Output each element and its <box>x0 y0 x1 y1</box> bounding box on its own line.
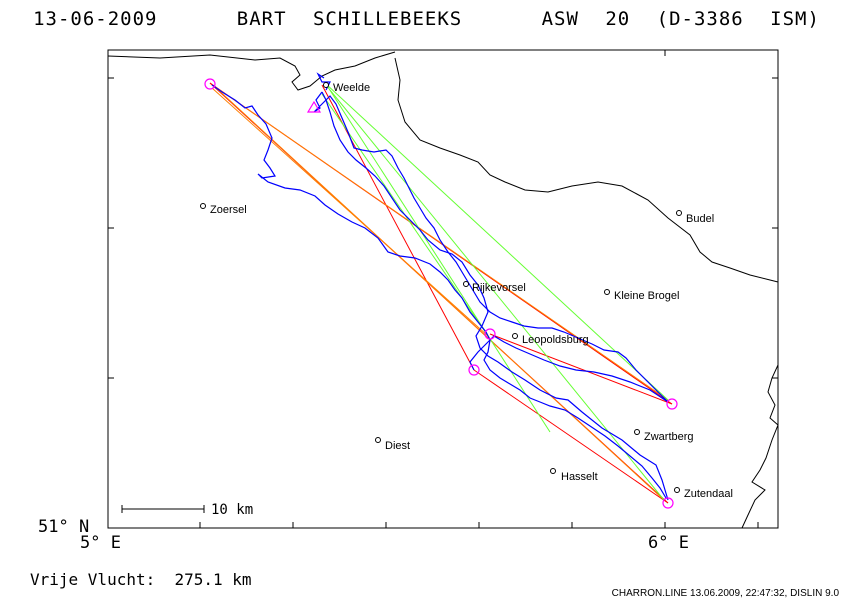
start-triangle <box>306 100 322 113</box>
turnpoint-marker <box>468 364 480 376</box>
distance-label: Vrije Vlucht: <box>30 570 156 589</box>
place-label: Zwartberg <box>644 431 694 443</box>
place-label: Diest <box>385 440 410 452</box>
border-east <box>394 57 779 283</box>
place-label: Kleine Brogel <box>614 290 679 302</box>
map-frame <box>107 49 779 529</box>
scale-bar <box>121 505 205 513</box>
distance-summary: Vrije Vlucht: 275.1 km <box>30 570 252 589</box>
place-label: Rijkevorsel <box>472 282 526 294</box>
lat-axis-label: 51° N <box>38 517 89 537</box>
scale-bar-label: 10 km <box>211 502 253 518</box>
distance-value: 275.1 km <box>174 570 252 589</box>
task-legs-orange <box>211 85 669 501</box>
axis-ticks <box>107 50 778 528</box>
border-lines <box>107 51 779 529</box>
turnpoint-marker <box>484 328 496 340</box>
place-label: Leopoldsburg <box>522 334 589 346</box>
track-leg-1 <box>211 84 667 499</box>
turnpoint-marker <box>204 78 216 90</box>
place-label: Weelde <box>333 82 370 94</box>
lon-axis-label: 5° E <box>80 533 121 553</box>
place-label: Hasselt <box>561 471 598 483</box>
place-markers <box>200 82 682 493</box>
lon-axis-label: 6° E <box>648 533 689 553</box>
track-leg-2 <box>321 91 669 501</box>
place-label: Zoersel <box>210 204 247 216</box>
place-label: Budel <box>686 213 714 225</box>
flight-track <box>211 72 669 501</box>
border-south-east <box>741 364 779 529</box>
place-label: Zutendaal <box>684 488 733 500</box>
turnpoints <box>204 78 678 509</box>
track-leg-4 <box>469 335 669 403</box>
turnpoint-marker <box>662 497 674 509</box>
footer-credit: CHARRON.LINE 13.06.2009, 22:47:32, DISLI… <box>611 588 839 599</box>
track-leg-3 <box>313 91 669 403</box>
turnpoint-marker <box>666 398 678 410</box>
flight-title: 13-06-2009 BART SCHILLEBEEKS ASW 20 (D-3… <box>33 8 820 30</box>
border-north <box>107 51 396 91</box>
